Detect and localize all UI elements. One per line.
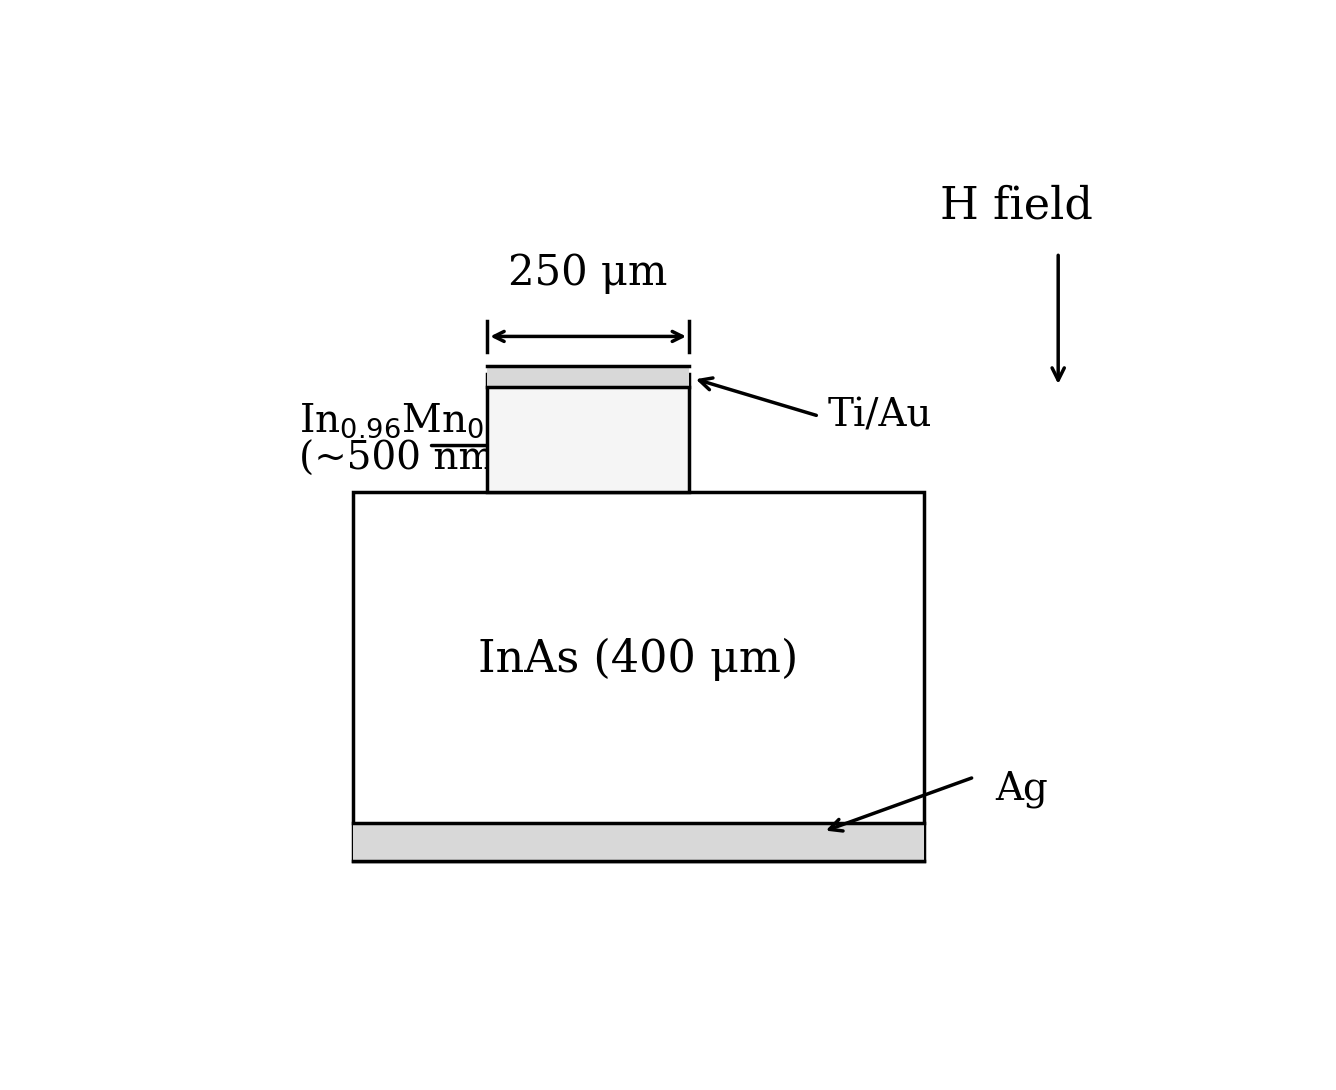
Bar [488, 374, 689, 492]
Bar [353, 823, 925, 861]
Text: Ag: Ag [995, 771, 1049, 809]
Text: H field: H field [939, 184, 1093, 228]
Bar [488, 366, 689, 387]
Text: InAs (400 μm): InAs (400 μm) [478, 638, 799, 681]
Text: Ti/Au: Ti/Au [827, 398, 933, 435]
Text: (~500 nm): (~500 nm) [299, 441, 510, 479]
Text: In$_{0.96}$Mn$_{0.04}$As: In$_{0.96}$Mn$_{0.04}$As [299, 401, 576, 439]
Text: 250 μm: 250 μm [509, 253, 668, 294]
Bar [353, 492, 925, 861]
